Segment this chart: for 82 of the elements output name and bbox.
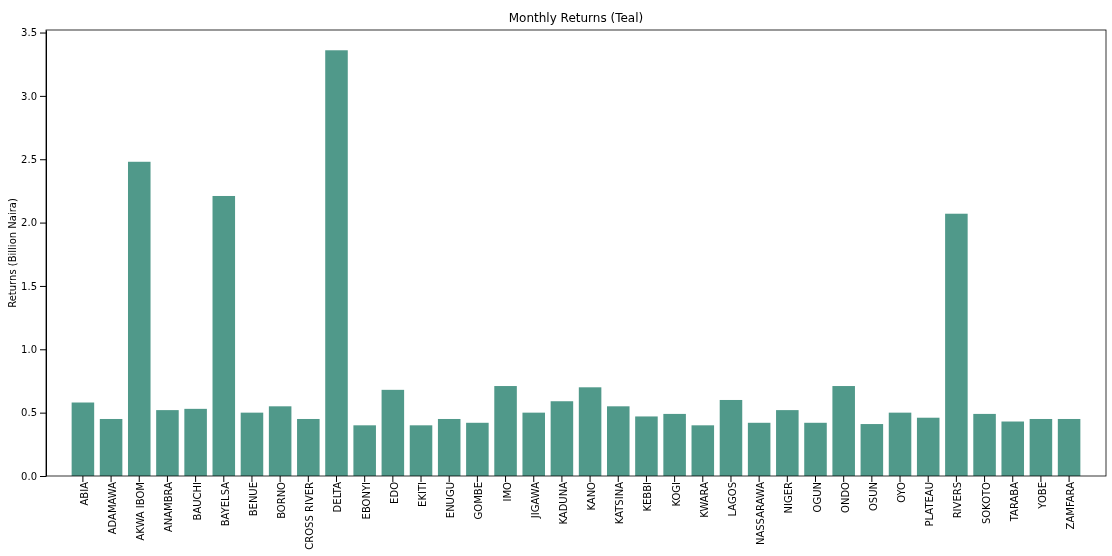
bar [297, 418, 320, 476]
x-tick-label: OSUN [867, 482, 879, 512]
x-tick-label: KEBBI [642, 482, 654, 512]
bar [522, 412, 546, 476]
bar [466, 422, 489, 476]
x-tick-label: TARABA [1008, 481, 1020, 523]
bar [99, 418, 123, 476]
x-tick-label: CROSS RIVER [304, 481, 316, 550]
x-tick-label: GOMBE [473, 482, 485, 520]
x-tick-label: ABIA [78, 481, 90, 506]
y-tick-label: 3.0 [21, 90, 37, 102]
x-tick-label: KANO [586, 481, 598, 511]
x-tick-label: KWARA [698, 481, 710, 518]
x-tick-label: OYO [896, 481, 908, 503]
bar [1001, 421, 1025, 476]
bar [381, 389, 405, 476]
bar [860, 424, 884, 476]
bar [804, 422, 827, 476]
x-tick-label: BAUCHI [191, 482, 203, 521]
bar [550, 401, 574, 476]
bar [888, 412, 912, 476]
x-tick-label: BORNO [276, 481, 288, 519]
bar [691, 425, 715, 476]
x-tick-label: ONDO [839, 481, 851, 513]
bar [409, 425, 433, 476]
bar [719, 399, 743, 476]
x-tick-label: KOGI [670, 482, 682, 507]
bar [156, 410, 179, 476]
bar [127, 161, 151, 476]
bar [71, 402, 95, 476]
bar [663, 413, 686, 476]
x-tick-label: BENUE [247, 482, 259, 517]
bar [353, 425, 376, 476]
bar [945, 213, 968, 476]
x-tick-label: NIGER [783, 481, 795, 514]
bar [578, 387, 602, 476]
bar [747, 422, 771, 476]
bar [635, 416, 658, 476]
y-tick-label: 0.5 [21, 407, 37, 419]
bar [1029, 418, 1053, 476]
bar [268, 406, 292, 476]
x-tick-label: NASSARAWA [755, 481, 767, 546]
y-tick-label: 3.5 [21, 27, 37, 39]
x-tick-label: JIGAWA [529, 481, 541, 520]
bar [240, 412, 264, 476]
bar [1057, 418, 1081, 476]
x-tick-label: PLATEAU [924, 482, 936, 527]
x-tick-label: DELTA [332, 481, 344, 513]
bar [494, 386, 517, 476]
x-tick-label: RIVERS [952, 482, 964, 519]
x-tick-label: BAYELSA [219, 481, 231, 527]
bar [832, 386, 855, 476]
x-tick-label: KATSINA [614, 481, 626, 525]
y-tick-label: 2.0 [21, 217, 37, 229]
x-tick-label: EKITI [417, 482, 429, 507]
bar [212, 195, 236, 476]
x-tick-label: ENUGU [445, 482, 457, 519]
x-tick-label: ADAMAWA [107, 481, 119, 535]
x-tick-label: ANAMBRA [163, 481, 175, 533]
bar [437, 418, 461, 476]
y-tick-label: 0.0 [21, 470, 37, 482]
x-tick-label: ZAMFARA [1065, 481, 1077, 530]
x-tick-label: OGUN [811, 482, 823, 513]
bar [973, 413, 996, 476]
y-tick-label: 2.5 [21, 153, 37, 165]
x-tick-label: AKWA IBOM [135, 482, 147, 541]
x-tick-label: LAGOS [726, 482, 738, 517]
bar [916, 417, 940, 476]
bar [606, 406, 630, 476]
bar [776, 410, 799, 476]
y-tick-label: 1.0 [21, 344, 37, 355]
y-tick-label: 1.5 [21, 280, 37, 292]
chart-title: Monthly Returns (Teal) [508, 11, 644, 25]
x-tick-label: IMO [501, 481, 513, 502]
y-axis-title: Returns (Billion Naira) [7, 198, 18, 308]
x-tick-label: SOKOTO [980, 481, 992, 525]
x-tick-label: EBONYI [360, 482, 372, 520]
x-tick-label: KADUNA [557, 481, 569, 525]
x-tick-label: YOBE [1036, 482, 1048, 510]
x-tick-label: EDO [388, 481, 400, 504]
bar [325, 50, 348, 476]
bar [184, 408, 207, 476]
